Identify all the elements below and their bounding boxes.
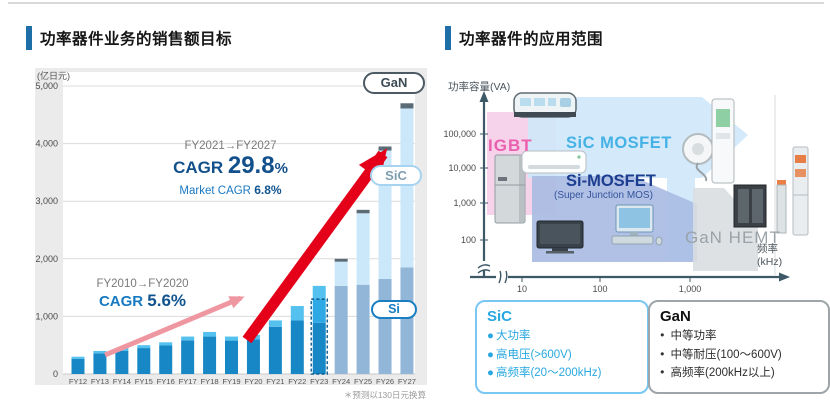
growth-arrow-red [242, 148, 388, 344]
svg-text:2,000: 2,000 [35, 254, 58, 264]
svg-text:FY13: FY13 [91, 377, 109, 386]
si-mosfet-region-sublabel: (Super Junction MOS) [554, 190, 653, 201]
svg-text:3,000: 3,000 [35, 196, 58, 206]
svg-text:FY27: FY27 [398, 377, 416, 386]
sic-mosfet-region-label: SiC MOSFET [566, 134, 672, 152]
diagram-y-axis-label: 功率容量(VA) [448, 81, 511, 93]
application-diagram: 100,000 10,000 1,000 100 10 100 1,000 功率… [440, 81, 830, 297]
bars [71, 103, 414, 375]
application-range-panel: 功率器件的应用范围 [440, 0, 830, 406]
diagram-tick-labels: 100,000 10,000 1,000 100 10 100 1,000 [443, 129, 701, 294]
svg-text:1,000: 1,000 [679, 284, 702, 294]
server-rack-icon [733, 184, 767, 228]
sales-target-panel: 功率器件业务的销售额目标 0 1,000 2,000 3,000 4,000 5,000 … [26, 26, 427, 400]
igbt-region-label: IGBT [488, 136, 533, 155]
svg-text:FY20: FY20 [244, 377, 262, 386]
svg-text:5,000: 5,000 [35, 81, 58, 91]
svg-text:FY23: FY23 [310, 377, 328, 386]
svg-text:4,000: 4,000 [35, 139, 58, 149]
diagram-canvas: 100,000 10,000 1,000 100 10 100 1,000 [443, 91, 809, 294]
svg-text:FY24: FY24 [332, 377, 350, 386]
svg-text:100,000: 100,000 [443, 129, 476, 139]
title-accent-bar [26, 26, 32, 50]
right-panel-title: 功率器件的应用范围 [459, 31, 604, 48]
base-station-icon [776, 146, 809, 236]
tv-icon [536, 220, 584, 254]
gan-box-title: GaN [660, 308, 691, 325]
x-axis-labels: FY12 FY13 FY14 FY15 FY16 FY17 FY18 FY19 FY20 FY21… [69, 377, 416, 386]
top-divider-line [8, 2, 824, 4]
x-axis-arrowhead [779, 272, 790, 282]
svg-text:100: 100 [461, 235, 476, 245]
svg-text:FY17: FY17 [179, 377, 197, 386]
train-icon [513, 92, 577, 118]
svg-text:1,000: 1,000 [35, 311, 58, 321]
sic-characteristics-box: SiC 大功率高电压(>600V)高频率(20〜200kHz) [475, 300, 649, 394]
si-mosfet-region-label: Si-MOSFET [566, 172, 656, 190]
sic-box-title: SiC [487, 308, 513, 325]
refrigerator-icon [494, 154, 526, 224]
svg-text:10,000: 10,000 [448, 163, 476, 173]
y-axis-break [477, 264, 491, 274]
y-axis-labels: 0 1,000 2,000 3,000 4,000 5,000 [35, 81, 58, 379]
right-header: 功率器件的应用范围 [445, 26, 603, 50]
svg-text:FY16: FY16 [157, 377, 175, 386]
svg-text:FY25: FY25 [354, 377, 372, 386]
svg-text:0: 0 [53, 369, 58, 379]
gan-hemt-region-label: GaN HEMT [685, 228, 781, 247]
svg-text:FY18: FY18 [201, 377, 219, 386]
exchange-rate-footnote: ＊预测以130日元换算 [343, 390, 426, 400]
desktop-pc-icon [611, 204, 663, 246]
svg-text:FY22: FY22 [288, 377, 306, 386]
left-panel-title: 功率器件业务的销售额目标 [40, 31, 233, 48]
title-accent-bar [445, 26, 451, 50]
left-header: 功率器件业务的销售额目标 [26, 26, 232, 50]
sic-box-items: 大功率高电压(>600V)高频率(20〜200kHz) [487, 327, 637, 383]
svg-text:FY21: FY21 [266, 377, 284, 386]
svg-text:FY14: FY14 [113, 377, 131, 386]
x-axis-break [498, 270, 508, 284]
air-conditioner-icon [521, 150, 587, 174]
svg-text:FY12: FY12 [69, 377, 87, 386]
y-axis-arrowhead [479, 91, 489, 102]
svg-text:FY26: FY26 [376, 377, 394, 386]
gan-characteristics-box: GaN 中等功率中等耐压(100〜600V)高频率(200kHz以上) [648, 300, 830, 394]
plot-area [63, 72, 415, 374]
svg-text:1,000: 1,000 [453, 198, 476, 208]
growth-arrow-pink [104, 295, 245, 358]
svg-text:10: 10 [517, 284, 527, 294]
svg-text:100: 100 [592, 284, 607, 294]
x-axis-break-mask [496, 271, 508, 283]
svg-text:FY15: FY15 [135, 377, 153, 386]
diagram-x-axis-label: 频率 (kHz) [757, 243, 783, 269]
svg-text:FY19: FY19 [222, 377, 240, 386]
gan-box-items: 中等功率中等耐压(100〜600V)高频率(200kHz以上) [660, 327, 818, 383]
ev-charger-icon [682, 98, 735, 184]
